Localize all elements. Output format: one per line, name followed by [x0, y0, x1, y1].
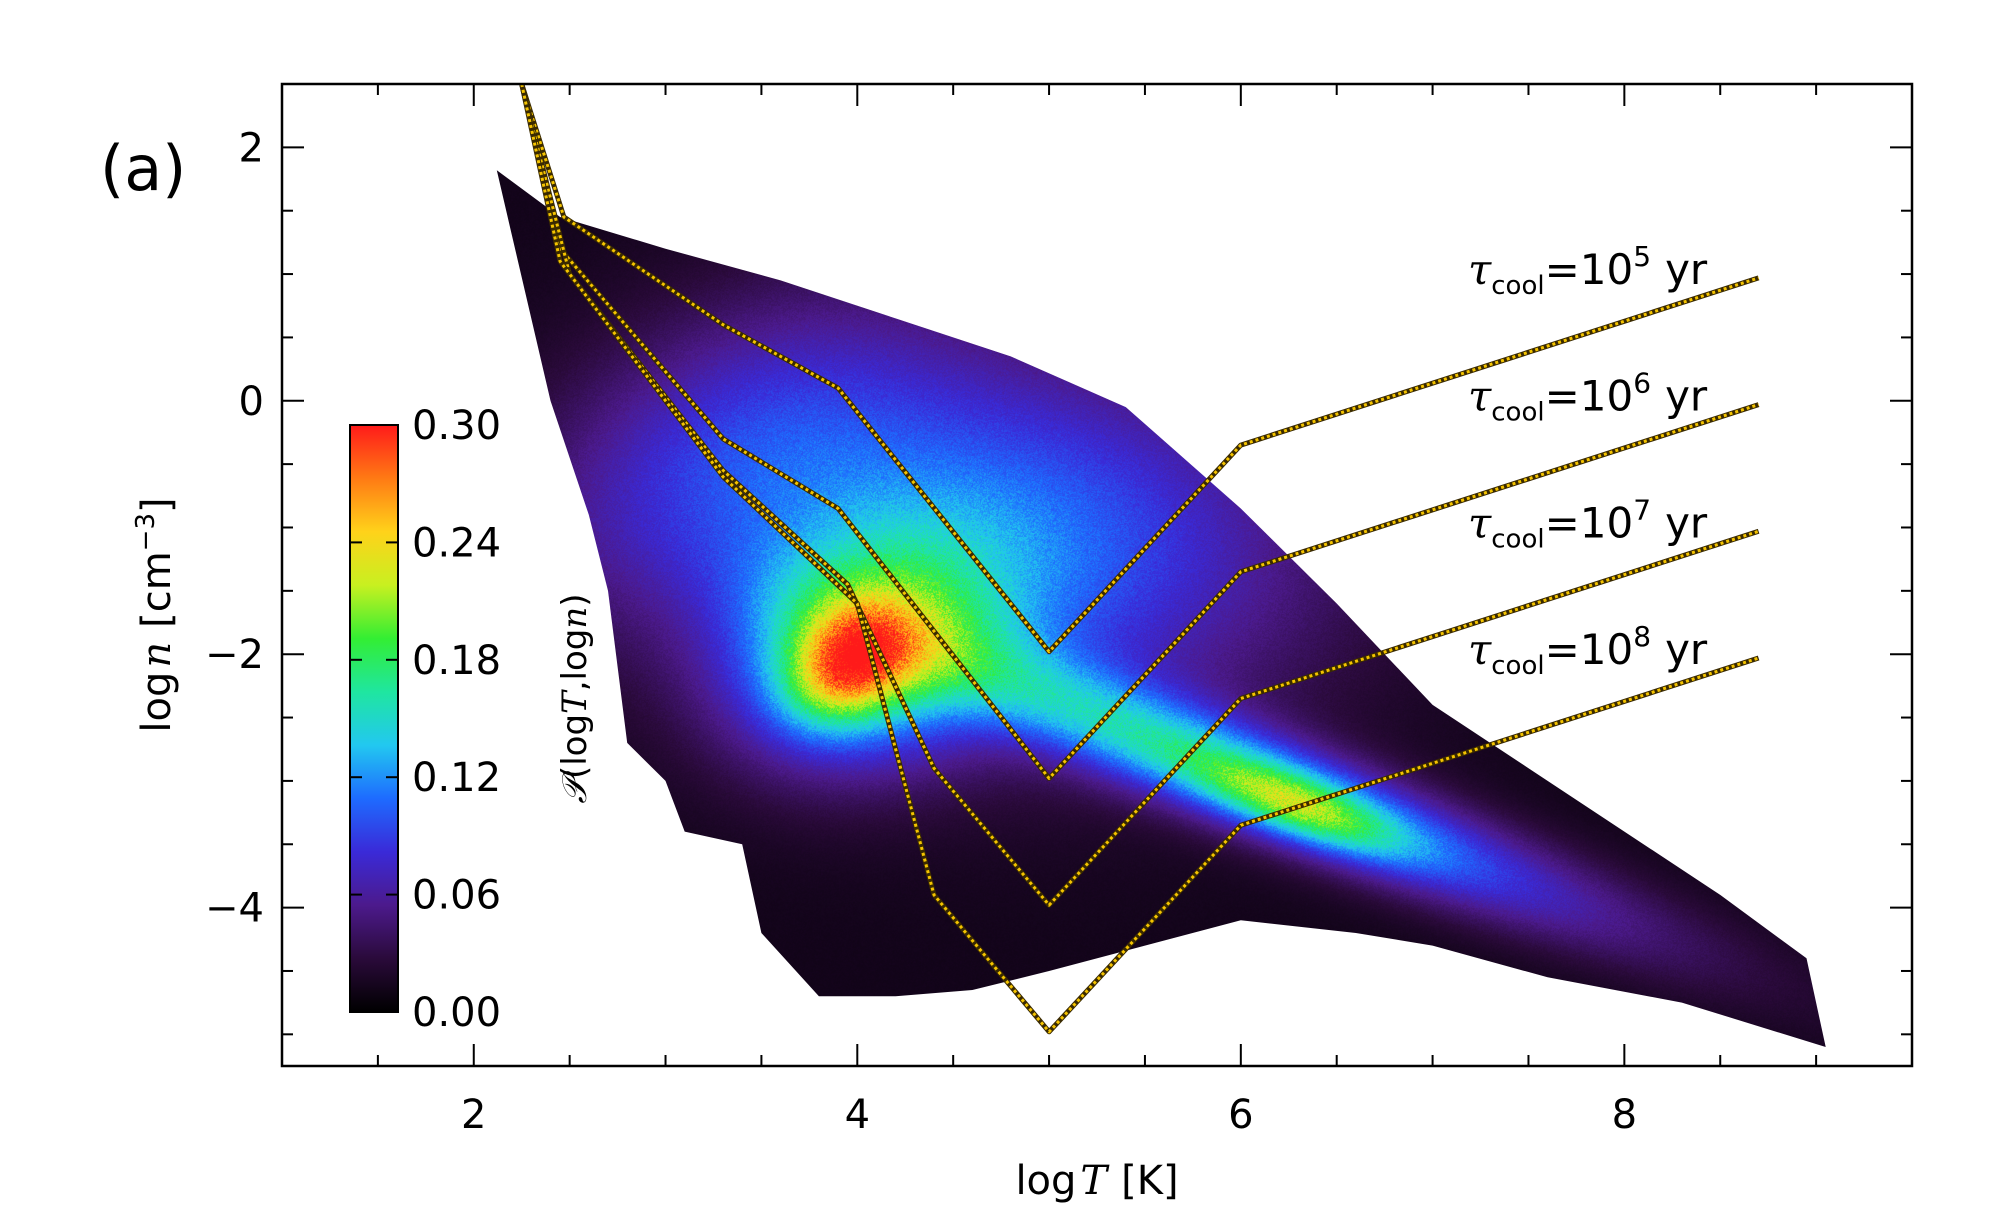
contour-label-exp: 5	[1633, 240, 1651, 273]
cooling-contour-line	[520, 84, 1760, 1034]
y-axis-label-prefix: log	[134, 672, 180, 733]
colorbar-tick-label: 0.12	[412, 755, 501, 801]
cooling-contour-line	[520, 84, 1760, 780]
colorbar-tick-label: 0.30	[412, 403, 501, 449]
colorbar-gradient	[349, 424, 399, 1013]
colorbar-label: 𝒫(logT,logn)	[555, 593, 595, 803]
colorbar-tick-label: 0.06	[412, 873, 501, 919]
y-tick-label: −2	[205, 632, 264, 678]
cooling-contour-line	[520, 84, 1760, 654]
cooling-contours	[519, 84, 1760, 1035]
colorbar-label-mid: ,log	[555, 629, 595, 692]
y-tick-label: 2	[239, 125, 264, 171]
contour-label-unit: yr	[1665, 372, 1708, 421]
y-axis-label-var: n	[134, 642, 180, 668]
contour-label-sub: cool	[1491, 271, 1544, 301]
colorbar-label-var1: T	[555, 689, 595, 714]
cooling-contour-label: τcool=107 yr	[1468, 493, 1708, 554]
colorbar: 0.00 0.06 0.12 0.18 0.24 0.30 𝒫(logT,logn)	[349, 403, 595, 1036]
cooling-contour-label: τcool=106 yr	[1468, 367, 1708, 428]
plot-frame	[280, 82, 1914, 1068]
y-tick-label: −4	[205, 886, 264, 932]
y-axis-label-unit-open: [cm	[134, 551, 180, 628]
contour-label-sym: τ	[1468, 498, 1492, 547]
contour-label-eq: =10	[1545, 372, 1634, 421]
x-axis-label-unit: [K]	[1121, 1158, 1178, 1204]
contour-label-unit: yr	[1665, 498, 1708, 547]
y-axis-label-unit-close: ]	[134, 497, 180, 513]
colorbar-label-open: (log	[555, 714, 595, 779]
colorbar-label-var2: n	[555, 607, 595, 629]
x-axis-label-var: T	[1080, 1158, 1110, 1204]
colorbar-tick-label: 0.18	[412, 638, 501, 684]
x-tick-label: 2	[461, 1092, 486, 1138]
contour-label-sym: τ	[1468, 245, 1492, 294]
contour-label-exp: 8	[1633, 620, 1651, 653]
contour-label-exp: 7	[1633, 493, 1651, 526]
contour-label-eq: =10	[1545, 498, 1634, 547]
colorbar-ticks: 0.00 0.06 0.12 0.18 0.24 0.30	[350, 403, 501, 1036]
cooling-contour-label: τcool=108 yr	[1468, 620, 1708, 681]
density-raster	[496, 170, 1826, 1047]
density-heatmap	[496, 170, 1826, 1047]
contour-label-sub: cool	[1491, 398, 1544, 428]
x-tick-label: 4	[845, 1092, 870, 1138]
colorbar-label-close: )	[555, 593, 595, 606]
contour-label-sym: τ	[1468, 372, 1492, 421]
cooling-contour-line	[520, 84, 1760, 907]
y-axis-label: log n [cm−3]	[131, 497, 180, 732]
x-tick-label: 8	[1612, 1092, 1637, 1138]
contour-label-unit: yr	[1665, 245, 1708, 294]
contour-label-eq: =10	[1545, 625, 1634, 674]
cooling-contour-label: τcool=105 yr	[1468, 240, 1708, 301]
axis-ticks: 2 4 6 8 −4 −2 0 2	[205, 83, 1913, 1138]
x-axis-label: log T [K]	[1015, 1158, 1178, 1204]
contour-label-sub: cool	[1491, 524, 1544, 554]
contour-label-sub: cool	[1491, 651, 1544, 681]
contour-label-exp: 6	[1633, 367, 1651, 400]
y-axis-label-unit-exp: −3	[131, 513, 161, 551]
colorbar-tick-label: 0.00	[412, 990, 501, 1036]
x-axis-label-prefix: log	[1015, 1158, 1076, 1204]
contour-label-unit: yr	[1665, 625, 1708, 674]
colorbar-tick-label: 0.24	[412, 520, 501, 566]
panel-label: (a)	[100, 132, 186, 205]
contour-label-eq: =10	[1545, 245, 1634, 294]
contour-label-sym: τ	[1468, 625, 1492, 674]
y-tick-label: 0	[239, 379, 264, 425]
x-tick-label: 6	[1228, 1092, 1253, 1138]
